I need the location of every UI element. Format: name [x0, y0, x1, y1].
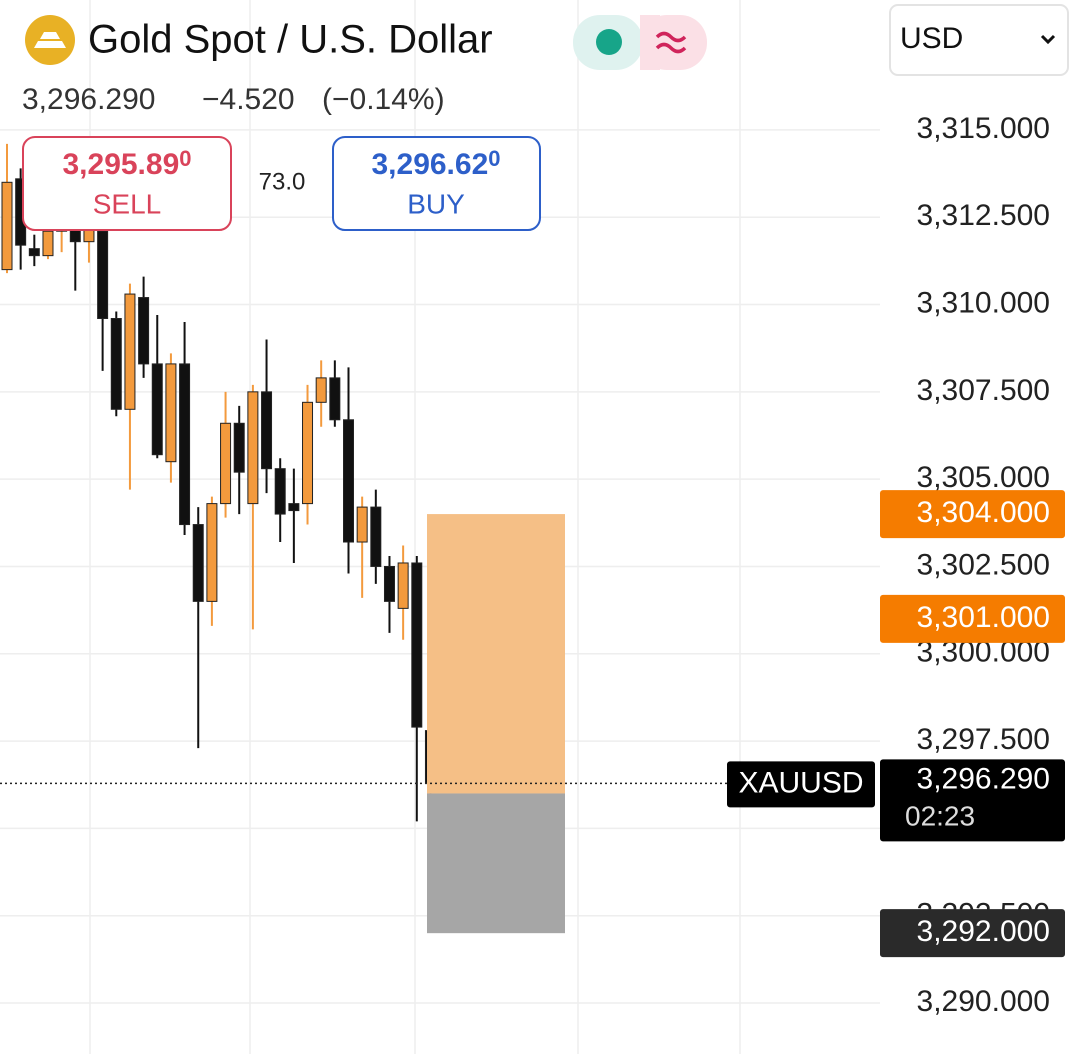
change: −4.520 — [202, 83, 295, 116]
plot-area — [0, 0, 880, 1054]
candle-body — [220, 422, 232, 505]
price-label-box — [880, 909, 1065, 958]
sell-label: SELL — [93, 188, 162, 219]
countdown: 02:23 — [905, 801, 975, 832]
change-pct: (−0.14%) — [322, 83, 445, 116]
candle-body — [1, 181, 13, 271]
buy-label: BUY — [407, 188, 465, 219]
price-label-box — [880, 594, 1065, 643]
y-tick-label: 3,290.000 — [917, 985, 1050, 1018]
candle-body — [247, 391, 259, 505]
y-tick-label: 3,315.000 — [917, 112, 1050, 145]
candle-body — [356, 506, 368, 543]
symbol-box — [727, 761, 875, 808]
price-label: 3,292.000 — [917, 915, 1050, 948]
gold-icon-bars — [34, 32, 66, 48]
loss-zone — [427, 793, 565, 934]
buy-price: 3,296.620 — [371, 146, 500, 181]
buy-price-digit: 0 — [488, 146, 500, 171]
candle-body — [397, 562, 409, 609]
candle-body — [233, 422, 245, 473]
price-label: 3,301.000 — [917, 601, 1050, 634]
y-tick-label: 3,302.500 — [917, 548, 1050, 581]
candle-body — [42, 230, 54, 257]
candle-body — [274, 468, 286, 515]
candle-body — [151, 363, 163, 456]
candle-body — [206, 503, 218, 602]
candle-body — [343, 419, 354, 543]
candle-body — [329, 377, 341, 421]
status-dot — [596, 29, 622, 55]
price-axis: 3,315.000 3,312.500 3,310.000 3,307.500 3,30… — [727, 112, 1065, 1018]
sell-price-digit: 0 — [179, 146, 191, 171]
sell-button[interactable] — [22, 136, 232, 231]
title: Gold Spot / U.S. Dollar — [88, 18, 493, 62]
last-price-box — [880, 759, 1065, 842]
candle-body — [261, 391, 273, 470]
y-tick-label: 3,307.500 — [917, 374, 1050, 407]
candle-body — [97, 230, 109, 320]
candle-body — [110, 318, 122, 410]
candle-body — [302, 401, 314, 505]
y-tick-label: 3,297.500 — [917, 723, 1050, 756]
indicator-icon — [655, 31, 687, 54]
chevron — [1040, 34, 1056, 45]
header: Gold Spot / U.S. Dollar 3,296.290 −4.520… — [22, 4, 1069, 231]
candle-body — [411, 562, 423, 728]
price-label-box — [880, 490, 1065, 539]
sell-price: 3,295.890 — [62, 146, 191, 181]
spread: 73.0 — [259, 168, 306, 195]
candle-body — [288, 503, 300, 512]
currency: USD — [900, 22, 963, 55]
candle-body — [315, 377, 327, 403]
candle-body — [124, 293, 136, 410]
y-tick-label: 3,312.500 — [917, 199, 1050, 232]
candle-body — [165, 363, 177, 463]
sell-price-main: 3,295.89 — [62, 148, 179, 181]
last-price-label: 3,296.290 — [917, 762, 1050, 795]
candle-body — [370, 506, 382, 567]
indicator-toggle-join — [640, 15, 660, 70]
candle-body — [28, 248, 40, 257]
candle-body — [138, 297, 150, 365]
symbol-label: XAUUSD — [738, 766, 863, 799]
y-tick-label: 3,310.000 — [917, 286, 1050, 319]
gold-icon — [25, 15, 75, 65]
y-tick-label: 3,305.000 — [917, 461, 1050, 494]
price-label: 3,304.000 — [917, 496, 1050, 529]
candle-body — [179, 363, 191, 526]
currency-select[interactable] — [889, 4, 1069, 76]
candle-body — [192, 524, 204, 602]
candle-body — [383, 565, 395, 602]
buy-button[interactable] — [332, 136, 541, 231]
price: 3,296.290 — [22, 83, 155, 116]
profit-zone — [427, 514, 565, 794]
buy-price-main: 3,296.62 — [371, 148, 488, 181]
